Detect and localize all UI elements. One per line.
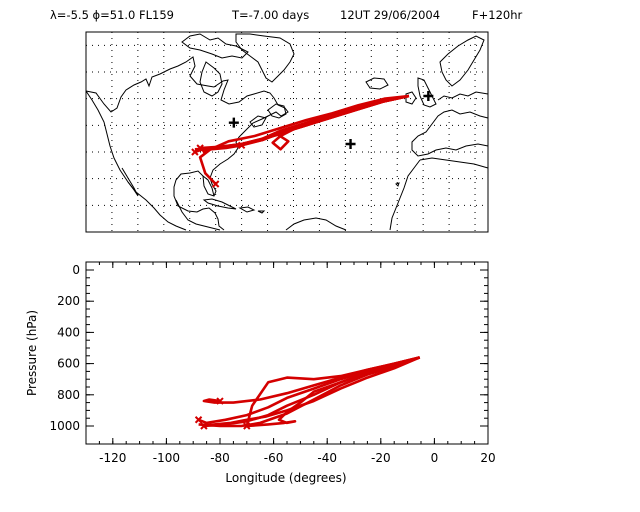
coast-scandinavia [439, 35, 485, 87]
map-markers [191, 91, 434, 188]
coast-nova-scotia [249, 115, 267, 128]
coast-north-america [85, 56, 289, 231]
coast-baja [121, 167, 139, 197]
y-tick-label: 800 [57, 388, 80, 402]
y-axis-label: Pressure (hPa) [25, 310, 39, 396]
y-tick-label: 200 [57, 294, 80, 308]
coast-central-america [175, 199, 221, 231]
x-tick-label: 20 [480, 451, 495, 465]
profile-end-marker [216, 397, 224, 405]
coast-newfoundland [267, 103, 287, 119]
map-trajectory-5 [241, 94, 410, 151]
plus-marker [345, 139, 356, 149]
map-trajectory-7 [202, 94, 410, 154]
x-axis-ticks: -120 -100 -80 -60 -40 -20 0 20 [85, 262, 496, 465]
x-tick-label: -40 [317, 451, 337, 465]
map-grid [86, 32, 488, 232]
coast-africa [389, 159, 421, 231]
profile-end-marker [243, 422, 251, 430]
header-parameters: λ=-5.5 ϕ=51.0 FL159 [50, 8, 174, 22]
coast-arctic-islands [181, 33, 249, 59]
coast-north-africa [419, 157, 489, 169]
x-tick-label: -120 [99, 451, 126, 465]
x-tick-label: -60 [264, 451, 284, 465]
coast-hudson-bay [199, 61, 223, 97]
x-tick-label: -80 [210, 451, 230, 465]
x-tick-label: -100 [153, 451, 180, 465]
header-time-offset: T=-7.00 days [232, 8, 310, 22]
y-axis-ticks: 0 200 400 600 800 1000 [49, 263, 488, 433]
x-tick-label: 0 [431, 451, 439, 465]
plus-marker [423, 91, 434, 101]
x-axis-label: Longitude (degrees) [225, 471, 346, 485]
map-end-marker [237, 141, 246, 150]
map-trajectory-1 [198, 94, 410, 185]
map-frame [85, 31, 489, 233]
profile-trajectory-7 [206, 356, 421, 427]
map-panel [85, 31, 489, 233]
profile-end-marker [200, 422, 208, 430]
y-tick-label: 400 [57, 325, 80, 339]
coast-ireland [405, 91, 417, 105]
map-trajectories [194, 94, 410, 185]
map-end-marker [211, 180, 220, 188]
header: λ=-5.5 ϕ=51.0 FL159 T=-7.00 days 12UT 29… [0, 8, 640, 26]
coast-south-america [285, 217, 347, 231]
y-tick-label: 600 [57, 357, 80, 371]
coast-puerto-rico [257, 210, 266, 214]
profile-trajectory-5 [246, 356, 421, 428]
profile-panel: -120 -100 -80 -60 -40 -20 0 20 0 200 400 600 800 100… [25, 261, 496, 485]
coast-iceland [365, 77, 389, 90]
profile-trajectory-6 [245, 356, 421, 427]
profile-end-markers [194, 397, 251, 430]
header-forecast: F+120hr [472, 8, 523, 22]
coast-hispaniola [238, 206, 256, 213]
y-tick-label: 0 [72, 263, 80, 277]
coast-canaries [395, 182, 400, 187]
map-end-marker [196, 144, 204, 152]
y-tick-label: 1000 [49, 419, 80, 433]
coastlines [85, 33, 489, 231]
coast-north-sea [437, 91, 489, 101]
plus-marker [228, 117, 239, 128]
coast-florida [202, 175, 215, 197]
profile-trajectories [198, 356, 421, 428]
profile-frame [85, 261, 489, 445]
x-tick-label: -20 [371, 451, 391, 465]
header-datetime: 12UT 29/06/2004 [340, 8, 441, 22]
coast-greenland [235, 33, 295, 83]
coast-europe [411, 109, 489, 157]
profile-end-marker [194, 416, 203, 424]
coast-cuba [202, 198, 237, 210]
coast-britain [417, 77, 437, 108]
coast-west [85, 90, 187, 231]
